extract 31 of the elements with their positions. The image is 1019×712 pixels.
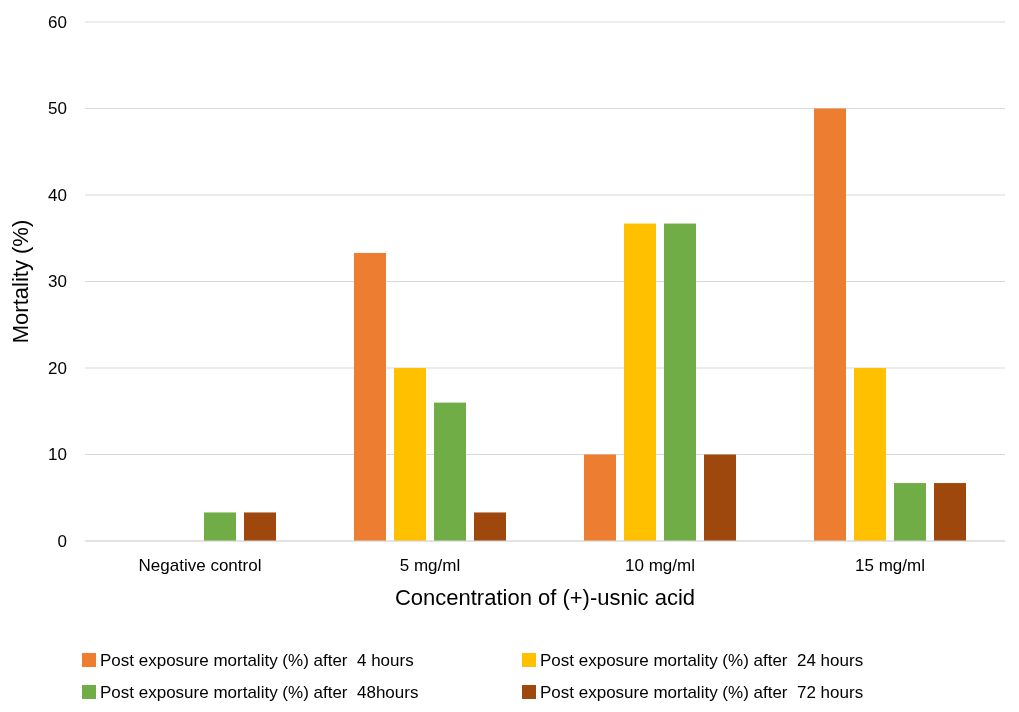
bar xyxy=(204,512,236,541)
bar xyxy=(584,454,616,541)
bar xyxy=(854,368,886,541)
bar xyxy=(244,512,276,541)
bar xyxy=(434,402,466,541)
y-tick-label: 10 xyxy=(48,445,67,465)
y-tick-label: 60 xyxy=(48,12,67,32)
x-axis-title: Concentration of (+)-usnic acid xyxy=(394,585,696,610)
bar xyxy=(354,252,386,541)
y-tick-label: 30 xyxy=(48,272,67,292)
legend-label: Post exposure mortality (%) after 48hours xyxy=(100,682,419,702)
bar xyxy=(664,223,696,541)
bar xyxy=(934,483,966,541)
y-tick-label: 20 xyxy=(48,358,67,378)
bar xyxy=(474,512,506,541)
bar xyxy=(814,108,846,541)
y-axis-title: Mortality (%) xyxy=(8,219,33,344)
legend-label: Post exposure mortality (%) after 24 hours xyxy=(540,650,864,670)
x-tick-label: Negative control xyxy=(138,556,262,575)
x-tick-label: 10 mg/ml xyxy=(625,556,695,575)
y-tick-label: 40 xyxy=(48,185,67,205)
bar xyxy=(624,223,656,541)
x-tick-label: 15 mg/ml xyxy=(855,556,925,575)
y-tick-label: 50 xyxy=(48,99,67,119)
legend-label: Post exposure mortality (%) after 72 hours xyxy=(540,682,864,702)
x-tick-label: 5 mg/ml xyxy=(399,556,461,575)
bar xyxy=(394,368,426,541)
y-tick-label: 0 xyxy=(57,531,67,551)
bar xyxy=(704,454,736,541)
bar xyxy=(894,483,926,541)
legend-label: Post exposure mortality (%) after 4 hours xyxy=(100,650,414,670)
